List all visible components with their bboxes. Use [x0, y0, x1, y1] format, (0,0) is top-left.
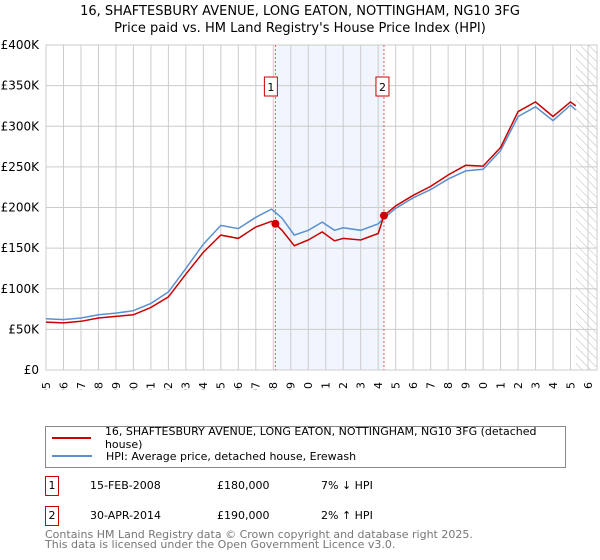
x-tick-label: 2018 — [442, 382, 455, 390]
plot-frame — [45, 44, 598, 371]
sale-hpi: 2% ↑ HPI — [321, 509, 373, 522]
footer-copyright: Contains HM Land Registry data © Crown c… — [45, 528, 473, 541]
x-tick-label: 2009 — [285, 382, 298, 390]
x-tick-label: 2020 — [477, 382, 490, 390]
x-tick-label: 2002 — [162, 382, 175, 390]
x-tick-label: 2006 — [232, 382, 245, 390]
x-tick-label: 2026 — [582, 382, 595, 390]
sale-date: 15-FEB-2008 — [90, 479, 161, 492]
x-tick-label: 2019 — [459, 382, 472, 390]
x-tick-label: 2022 — [512, 382, 525, 390]
legend-label: 16, SHAFTESBURY AVENUE, LONG EATON, NOTT… — [104, 425, 537, 451]
x-tick-label: 2003 — [180, 382, 193, 390]
x-tick-label: 2011 — [320, 382, 333, 390]
sale-row: 1 15-FEB-2008 £180,000 7% ↓ HPI — [45, 476, 545, 496]
x-tick-label: 2004 — [197, 382, 210, 390]
x-tick-label: 2015 — [390, 382, 403, 390]
x-tick-label: 2021 — [494, 382, 507, 390]
sale-date: 30-APR-2014 — [90, 509, 162, 522]
sale-annotation-label: 2 — [379, 81, 386, 94]
chart-subtitle: Price paid vs. HM Land Registry's House … — [114, 21, 486, 36]
price-chart: 1995 1996 1997 1998 1999 2000 2001 2002 2003 2004… — [1, 38, 598, 390]
x-tick-label: 1997 — [75, 382, 88, 390]
y-tick-label: £250K — [1, 160, 41, 174]
y-tick-label: £200K — [1, 201, 41, 215]
sale-annotation-label: 1 — [267, 81, 274, 94]
x-tick-label: 2016 — [407, 382, 420, 390]
x-tick-label: 1998 — [92, 382, 105, 390]
legend-swatch-blue — [52, 455, 92, 457]
sale-point — [271, 219, 280, 228]
sale-badge: 1 — [45, 476, 59, 496]
legend-label: HPI: Average price, detached house, Erew… — [106, 449, 357, 463]
x-tick-label: 2013 — [355, 382, 368, 390]
footer-licence: This data is licensed under the Open Gov… — [45, 538, 396, 551]
legend-item-hpi: HPI: Average price, detached house, Erew… — [52, 448, 356, 464]
legend: 16, SHAFTESBURY AVENUE, LONG EATON, NOTT… — [45, 425, 566, 468]
sale-annotation-box — [263, 76, 278, 97]
sale-hpi: 7% ↓ HPI — [321, 479, 373, 492]
sale-point — [379, 211, 388, 220]
sale-row: 2 30-APR-2014 £190,000 2% ↑ HPI — [45, 506, 545, 526]
legend-item-property: 16, SHAFTESBURY AVENUE, LONG EATON, NOTT… — [52, 425, 565, 451]
price-paid-line — [45, 100, 577, 324]
x-tick-label: 2001 — [145, 382, 158, 390]
y-tick-label: £400K — [1, 38, 41, 52]
x-tick-label: 2010 — [302, 382, 315, 390]
y-tick-label: £300K — [1, 119, 41, 133]
chart-title: 16, SHAFTESBURY AVENUE, LONG EATON, NOTT… — [80, 4, 520, 19]
sale-badge: 2 — [45, 506, 59, 526]
x-tick-label: 2014 — [372, 382, 385, 390]
legend-swatch-red — [52, 437, 91, 439]
y-tick-label: £350K — [1, 79, 41, 93]
x-tick-label: 2005 — [215, 382, 228, 390]
sale-price: £190,000 — [217, 509, 270, 522]
x-tick-label: 1996 — [57, 382, 70, 390]
sale-annotation-box — [375, 76, 390, 97]
x-tick-label: 2017 — [424, 382, 437, 390]
x-tick-label: 1995 — [40, 382, 53, 390]
x-tick-label: 2007 — [250, 382, 263, 390]
y-tick-label: £0 — [24, 363, 39, 377]
sale-price: £180,000 — [217, 479, 270, 492]
x-tick-label: 2012 — [337, 382, 350, 390]
x-tick-label: 2000 — [127, 382, 140, 390]
x-tick-label: 1999 — [110, 382, 123, 390]
hpi-line — [45, 104, 577, 321]
y-tick-label: £150K — [1, 241, 41, 255]
y-tick-label: £100K — [1, 282, 41, 296]
x-tick-label: 2024 — [547, 382, 560, 390]
footer: Contains HM Land Registry data © Crown c… — [45, 528, 473, 551]
x-tick-label: 2008 — [267, 382, 280, 390]
y-tick-label: £50K — [8, 322, 40, 336]
x-tick-label: 2023 — [529, 382, 542, 390]
x-tick-label: 2025 — [564, 382, 577, 390]
